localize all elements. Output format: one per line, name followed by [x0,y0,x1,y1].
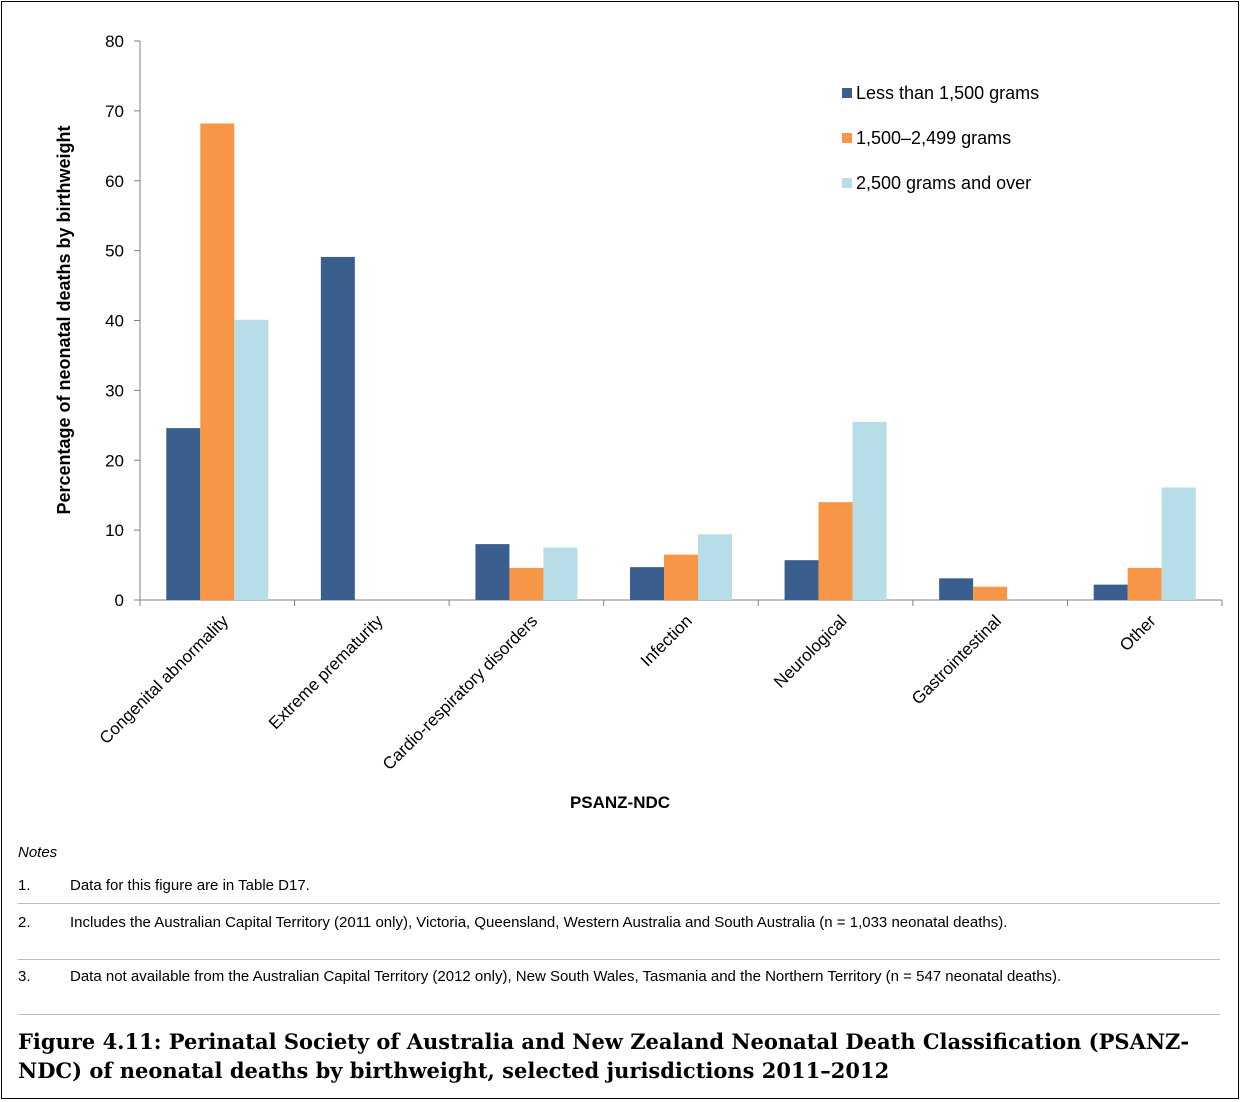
note-divider [18,959,1220,960]
category-label: Infection [637,611,696,670]
y-axis-title: Percentage of neonatal deaths by birthwe… [54,125,74,514]
legend-label: 2,500 grams and over [856,173,1031,193]
legend-label: Less than 1,500 grams [856,83,1039,103]
figure-caption: Figure 4.11: Perinatal Society of Austra… [18,1029,1190,1083]
y-tick-label: 70 [105,102,124,121]
category-label: Congenital abnormality [96,611,233,748]
bar [852,421,887,600]
note-divider [18,903,1220,904]
y-tick-label: 60 [105,172,124,191]
y-tick-label: 40 [105,312,124,331]
legend-swatch [842,88,852,98]
category-labels: Congenital abnormality Extreme prematurit… [96,611,1160,774]
notes-heading: Notes [18,844,58,861]
legend-swatch [842,133,852,143]
bar [973,586,1008,600]
bar [818,502,853,600]
y-tick-label: 0 [115,591,124,610]
bar [509,567,544,600]
y-tick-label: 50 [105,242,124,261]
x-axis-title: PSANZ-NDC [570,793,670,812]
y-tick-label: 20 [105,451,124,470]
legend-swatch [842,178,852,188]
bar [320,256,355,600]
bar [630,567,664,600]
note-text: Data not available from the Australian C… [70,968,1062,985]
bar [200,123,235,600]
bar [234,319,269,600]
bar [698,534,732,600]
category-label: Extreme prematurity [265,611,387,733]
note-text: Data for this figure are in Table D17. [70,877,310,894]
y-tick-label: 80 [105,32,124,51]
bar [543,547,578,600]
note-text: Includes the Australian Capital Territor… [70,914,1008,931]
bar [1093,584,1128,600]
note-number: 3. [18,968,31,985]
y-tick-label: 30 [105,381,124,400]
bar [939,578,974,600]
bar-chart: 0 10 20 30 40 50 60 70 80 Congenital abnormality… [54,32,1223,812]
note-divider [18,1014,1220,1015]
bar [166,428,201,600]
category-label: Neurological [770,611,850,691]
y-tick-label: 10 [105,521,124,540]
chart-legend: Less than 1,500 grams 1,500–2,499 grams 2,… [842,83,1039,193]
note-number: 1. [18,877,31,894]
category-label: Gastrointestinal [908,611,1005,708]
bar [664,554,698,600]
bar [784,560,819,600]
category-label: Other [1116,611,1160,655]
bar [1161,487,1196,600]
chart-axes: 0 10 20 30 40 50 60 70 80 [105,32,1223,610]
category-label: Cardio-respiratory disorders [379,611,541,773]
bar [475,544,510,600]
legend-label: 1,500–2,499 grams [856,128,1011,148]
chart-bars [166,123,1196,600]
note-number: 2. [18,914,31,931]
bar [1127,567,1162,600]
